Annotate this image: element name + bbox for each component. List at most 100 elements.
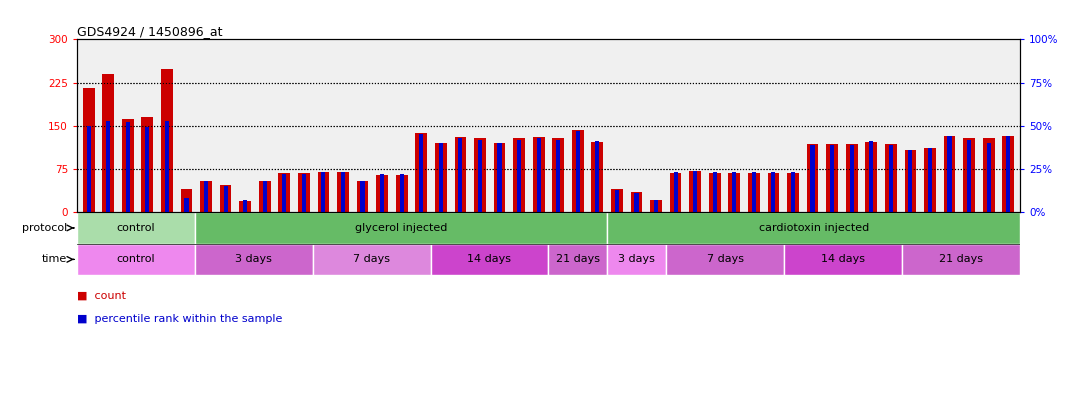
Text: glycerol injected: glycerol injected bbox=[355, 223, 447, 233]
Bar bbox=[77, 244, 194, 275]
Bar bbox=[944, 136, 956, 212]
Text: GDS4924 / 1450896_at: GDS4924 / 1450896_at bbox=[77, 25, 222, 38]
Bar bbox=[963, 138, 975, 212]
Bar bbox=[220, 185, 232, 212]
Bar bbox=[889, 145, 893, 212]
Bar bbox=[556, 140, 561, 212]
Bar bbox=[341, 173, 345, 212]
Bar bbox=[477, 140, 482, 212]
Bar bbox=[576, 131, 580, 212]
Bar bbox=[514, 138, 525, 212]
Bar bbox=[161, 69, 173, 212]
Text: 14 days: 14 days bbox=[468, 254, 512, 264]
Bar bbox=[806, 144, 818, 212]
Bar bbox=[498, 143, 502, 212]
Bar bbox=[768, 173, 780, 212]
Bar bbox=[630, 192, 642, 212]
Bar bbox=[611, 189, 623, 212]
Bar bbox=[595, 141, 599, 212]
Bar bbox=[430, 244, 549, 275]
Text: 14 days: 14 days bbox=[821, 254, 865, 264]
Bar bbox=[194, 244, 313, 275]
Bar bbox=[82, 88, 94, 212]
Bar bbox=[728, 173, 740, 212]
Text: 7 days: 7 days bbox=[354, 254, 390, 264]
Bar bbox=[846, 144, 858, 212]
Text: 21 days: 21 days bbox=[555, 254, 600, 264]
Bar bbox=[670, 173, 681, 212]
Bar bbox=[885, 144, 897, 212]
Bar bbox=[415, 133, 427, 212]
Bar bbox=[634, 193, 639, 212]
Bar bbox=[106, 121, 110, 212]
Text: ■  count: ■ count bbox=[77, 291, 126, 301]
Bar bbox=[552, 138, 564, 212]
Bar bbox=[592, 142, 603, 212]
Bar bbox=[223, 186, 227, 212]
Text: cardiotoxin injected: cardiotoxin injected bbox=[758, 223, 868, 233]
Bar bbox=[263, 181, 267, 212]
Bar bbox=[771, 173, 775, 212]
Text: control: control bbox=[116, 254, 155, 264]
Bar bbox=[399, 174, 404, 212]
Bar bbox=[474, 138, 486, 212]
Bar bbox=[693, 171, 697, 212]
Bar bbox=[850, 145, 853, 212]
Bar bbox=[791, 173, 795, 212]
Bar bbox=[608, 212, 1020, 244]
Bar bbox=[830, 145, 834, 212]
Bar bbox=[103, 74, 114, 212]
Bar bbox=[185, 198, 189, 212]
Bar bbox=[435, 143, 446, 212]
Bar bbox=[87, 126, 91, 212]
Bar bbox=[549, 244, 608, 275]
Bar bbox=[650, 200, 662, 212]
Bar bbox=[1003, 136, 1015, 212]
Bar bbox=[321, 173, 326, 212]
Bar bbox=[748, 173, 759, 212]
Bar bbox=[674, 173, 678, 212]
Bar bbox=[493, 143, 505, 212]
Bar bbox=[752, 173, 756, 212]
Bar bbox=[536, 138, 540, 212]
Text: 3 days: 3 days bbox=[618, 254, 656, 264]
Bar bbox=[313, 244, 430, 275]
Bar bbox=[279, 173, 290, 212]
Bar bbox=[987, 143, 991, 212]
Bar bbox=[357, 180, 368, 212]
Bar bbox=[533, 137, 545, 212]
Bar bbox=[258, 180, 270, 212]
Bar bbox=[827, 144, 838, 212]
Bar bbox=[419, 134, 423, 212]
Bar bbox=[239, 201, 251, 212]
Bar bbox=[967, 140, 971, 212]
Bar bbox=[396, 175, 408, 212]
Bar bbox=[865, 142, 877, 212]
Bar bbox=[77, 212, 194, 244]
Bar bbox=[126, 122, 130, 212]
Bar bbox=[317, 172, 329, 212]
Bar bbox=[337, 172, 349, 212]
Bar bbox=[145, 127, 150, 212]
Bar bbox=[928, 148, 932, 212]
Bar bbox=[983, 138, 994, 212]
Bar bbox=[608, 244, 666, 275]
Bar bbox=[654, 200, 658, 212]
Bar bbox=[282, 174, 286, 212]
Bar bbox=[302, 174, 305, 212]
Bar bbox=[784, 244, 902, 275]
Bar bbox=[905, 150, 916, 212]
Bar bbox=[298, 173, 310, 212]
Bar bbox=[122, 119, 134, 212]
Bar bbox=[204, 181, 208, 212]
Bar bbox=[709, 173, 721, 212]
Text: 3 days: 3 days bbox=[235, 254, 272, 264]
Bar bbox=[380, 174, 384, 212]
Text: control: control bbox=[116, 223, 155, 233]
Bar bbox=[458, 138, 462, 212]
Text: 7 days: 7 days bbox=[707, 254, 743, 264]
Bar bbox=[666, 244, 784, 275]
Bar bbox=[689, 171, 701, 212]
Bar bbox=[733, 173, 736, 212]
Bar bbox=[787, 173, 799, 212]
